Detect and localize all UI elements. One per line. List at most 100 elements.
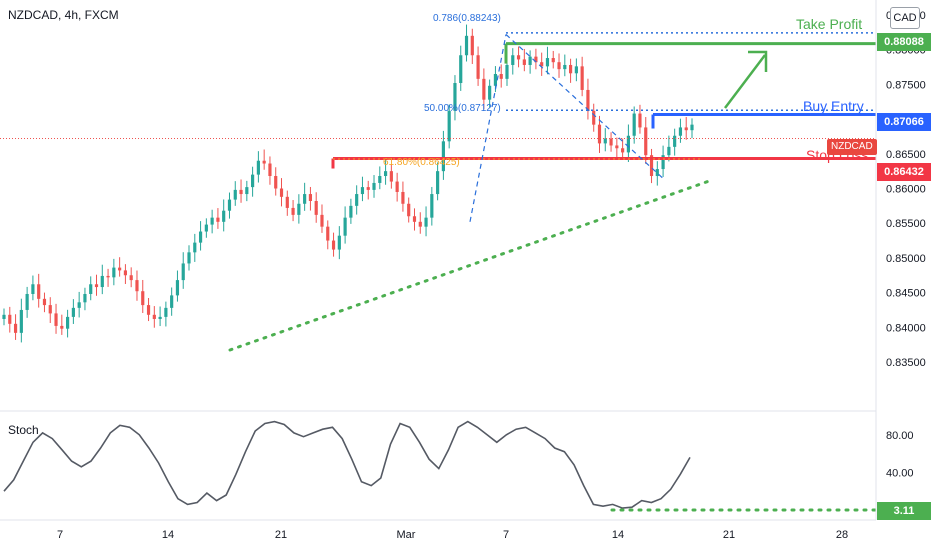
candle-body [626, 135, 630, 153]
candle-body [25, 293, 29, 310]
candle-body [146, 305, 151, 315]
time-tick-label: Mar [397, 529, 416, 541]
candle-body [303, 194, 307, 204]
candle-body [326, 226, 330, 241]
candle-body [227, 199, 232, 211]
candle-body [528, 56, 532, 65]
candle-body [430, 194, 434, 218]
candle-body [621, 148, 625, 153]
candle-body [366, 187, 370, 190]
time-tick-label: 14 [162, 529, 174, 541]
candle-body [123, 270, 128, 276]
candle-body [684, 127, 688, 131]
candle-body [308, 194, 313, 201]
candle-body [112, 267, 116, 278]
candle-body [649, 155, 654, 177]
candle-body [256, 160, 260, 175]
candle-body [545, 58, 550, 67]
candle-body [233, 189, 237, 200]
candle-body [499, 73, 503, 79]
time-tick-label: 7 [503, 529, 509, 541]
candle-body [470, 35, 474, 56]
candle-body [516, 55, 521, 60]
candle-body [667, 146, 671, 156]
candle-body [389, 171, 393, 182]
time-tick-label: 21 [275, 529, 287, 541]
candle-body [418, 221, 422, 227]
candle-body [586, 89, 590, 111]
buy-entry-label: Buy Entry [803, 98, 864, 114]
candle-body [488, 85, 492, 100]
candle-body [360, 187, 365, 195]
candle-body [268, 163, 272, 177]
ascending-trendline [228, 178, 714, 352]
candle-body [320, 214, 324, 227]
candle-body [291, 207, 295, 215]
projection-arrowhead [748, 50, 768, 72]
candle-body [13, 323, 18, 333]
candle-body [511, 55, 515, 65]
price-tick-label: 0.86000 [886, 184, 926, 196]
currency-badge[interactable]: CAD [890, 7, 920, 29]
candle-body [216, 217, 220, 222]
candle-body [592, 110, 596, 125]
candle-body [94, 284, 99, 288]
time-tick-label: 28 [836, 529, 848, 541]
stoch-title[interactable]: Stoch [8, 423, 39, 437]
candle-body [285, 196, 289, 208]
candle-body [170, 295, 174, 308]
candle-body [557, 62, 561, 70]
candle-body [603, 138, 607, 144]
candle-body [482, 78, 486, 100]
candle-body [31, 284, 35, 294]
price-tick-label: 0.83500 [886, 357, 926, 369]
stoch-line [3, 420, 691, 509]
candle-body [37, 284, 41, 299]
candle-body [678, 127, 683, 136]
candle-body [372, 182, 376, 190]
candle-body [580, 66, 584, 90]
candle-body [459, 55, 463, 84]
candle-body [239, 189, 243, 195]
time-tick-label: 21 [723, 529, 735, 541]
stoch-tick-label: 80.00 [886, 430, 914, 442]
price-tick-label: 0.84000 [886, 322, 926, 334]
candle-body [66, 316, 70, 329]
candle-body [343, 217, 347, 236]
candle-body [210, 217, 214, 225]
candle-body [314, 200, 318, 215]
candle-body [152, 314, 156, 319]
candle-body [222, 210, 226, 222]
candle-body [638, 113, 642, 128]
candle-body [568, 64, 573, 74]
take-profit-price-tag: 0.88088 [877, 33, 931, 51]
candle-body [71, 307, 75, 317]
candle-body [297, 203, 301, 215]
candle-body [655, 169, 659, 177]
candle-body [401, 191, 405, 204]
candle-body [60, 325, 64, 329]
candle-body [597, 124, 602, 144]
symbol-title[interactable]: NZDCAD, 4h, FXCM [8, 8, 119, 22]
candle-body [48, 305, 52, 314]
candle-body [574, 66, 578, 74]
fib-786-label: 0.786(0.88243) [433, 13, 501, 24]
candle-body [331, 240, 336, 250]
price-tick-label: 0.85000 [886, 253, 926, 265]
candle-body [245, 187, 249, 195]
time-tick-label: 7 [57, 529, 63, 541]
candle-body [279, 188, 284, 197]
candle-body [673, 135, 677, 147]
candle-body [2, 314, 6, 319]
candle-body [89, 284, 93, 294]
fib-500-label: 50.00%(0.87127) [424, 103, 501, 114]
price-tick-label: 0.85500 [886, 218, 926, 230]
candle-body [447, 110, 451, 142]
symbol-price-tag: NZDCAD [827, 139, 877, 155]
candle-body [106, 275, 110, 278]
candle-body [378, 176, 382, 183]
chart-overlays [0, 32, 876, 352]
candle-body [632, 113, 636, 136]
candle-body [424, 217, 428, 227]
